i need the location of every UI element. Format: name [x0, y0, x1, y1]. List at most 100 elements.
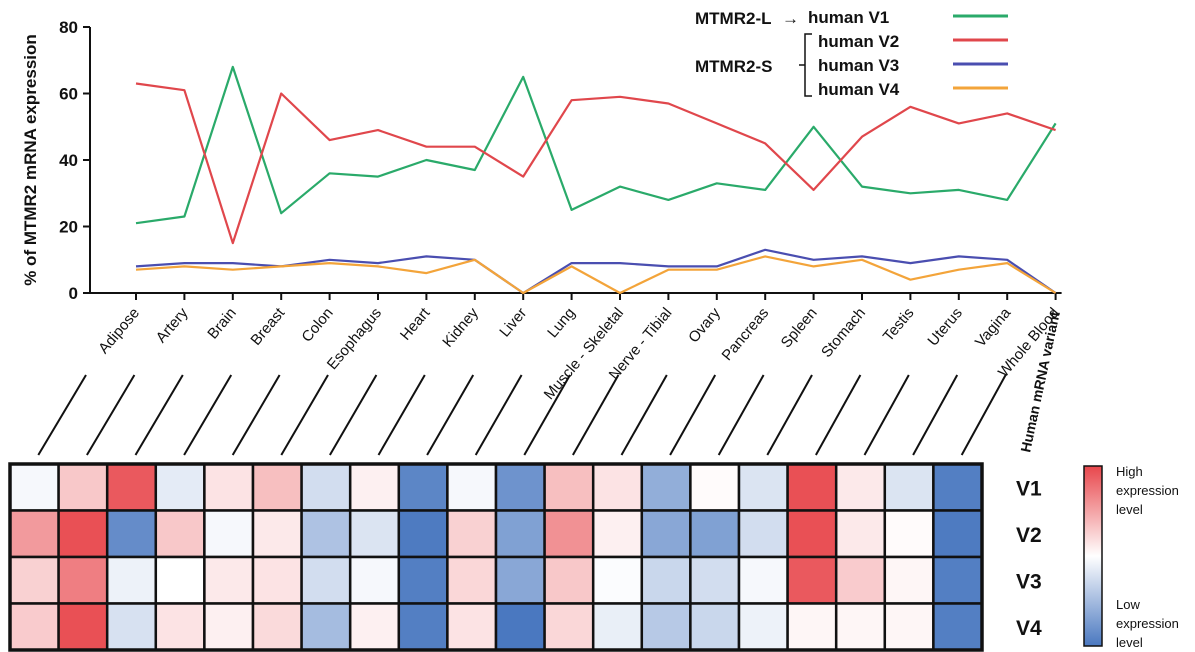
heatmap-cell — [300, 555, 352, 605]
heatmap-cell — [786, 602, 838, 652]
heatmap-cell — [543, 602, 595, 652]
label-connectors — [37, 374, 1007, 456]
colorbar-low-label: level — [1116, 635, 1143, 650]
heatmap-cell — [689, 555, 741, 605]
connector-line — [960, 374, 1007, 456]
heatmap-cell — [8, 555, 60, 605]
connector-line — [183, 374, 233, 456]
heatmap-row-label: V1 — [1016, 477, 1042, 500]
connector-line — [231, 374, 281, 456]
y-tick-label: 60 — [59, 85, 78, 104]
connector-line — [86, 374, 136, 456]
heatmap-cell — [591, 462, 644, 512]
heatmap-cell — [883, 555, 935, 605]
x-tick-label: Artery — [153, 304, 192, 346]
heatmap-cell — [300, 602, 352, 652]
heatmap-cell — [251, 509, 303, 559]
heatmap-cell — [786, 509, 838, 559]
heatmap-cell — [154, 602, 206, 652]
heatmap-cell — [689, 462, 741, 512]
heatmap-cell — [105, 462, 158, 512]
heatmap-cell — [689, 509, 741, 559]
connector-line — [134, 374, 184, 456]
heatmap-cell — [57, 462, 109, 512]
x-tick-label: Breast — [247, 304, 288, 349]
series-line-v4 — [135, 255, 1057, 295]
legend-group-short-label: MTMR2-S — [695, 57, 772, 76]
heatmap-cell — [446, 509, 498, 559]
heatmap-cell — [737, 602, 789, 652]
legend-bracket — [799, 33, 812, 97]
x-tick-label: Heart — [397, 304, 434, 344]
connector-line — [669, 374, 717, 456]
heatmap-cell — [57, 509, 109, 559]
y-axis-label: % of MTMR2 mRNA expression — [21, 34, 40, 286]
heatmap-cell — [105, 509, 158, 559]
heatmap-cell — [494, 462, 546, 512]
heatmap-cell — [203, 602, 255, 652]
heatmap-cell — [251, 555, 303, 605]
heatmap-cell — [591, 509, 644, 559]
legend-label-v3: human V3 — [818, 56, 899, 75]
x-tick-label: Colon — [298, 305, 336, 346]
heatmap-cell — [397, 555, 449, 605]
heatmap-cell — [251, 602, 303, 652]
heatmap-row-label: V3 — [1016, 570, 1042, 593]
heatmap-cell — [348, 602, 401, 652]
connector-line — [620, 374, 668, 456]
x-tick-label: Testis — [880, 305, 918, 345]
y-tick-label: 40 — [59, 151, 78, 170]
series-line-v3 — [135, 248, 1057, 295]
colorbar-high-label: High — [1116, 464, 1143, 479]
heatmap-cell — [834, 555, 887, 605]
heatmap-cell — [689, 602, 741, 652]
y-tick-label: 20 — [59, 218, 78, 237]
heatmap-cell — [543, 509, 595, 559]
heatmap-cell — [932, 462, 984, 512]
connector-line — [37, 374, 87, 456]
heatmap-cell — [154, 555, 206, 605]
heatmap-row-label: V2 — [1016, 524, 1042, 547]
heatmap-cell — [543, 462, 595, 512]
heatmap-cell — [348, 555, 401, 605]
legend-items: human V1 human V2 human V3 human V4 — [808, 8, 1008, 99]
connector-line — [572, 374, 620, 456]
heatmap-cell — [397, 602, 449, 652]
connector-line — [523, 374, 571, 456]
heatmap-cell — [300, 509, 352, 559]
heatmap-cell — [834, 462, 887, 512]
colorbar-low-label: expression — [1116, 616, 1179, 631]
heatmap-cell — [8, 602, 60, 652]
heatmap-cell — [348, 509, 401, 559]
legend-arrow: → — [782, 9, 799, 28]
heatmap-cell — [737, 555, 789, 605]
x-tick-label: Brain — [204, 305, 240, 343]
heatmap-cell — [494, 509, 546, 559]
heatmap-cell — [786, 462, 838, 512]
connector-line — [426, 374, 475, 456]
heatmap-cells — [8, 462, 984, 652]
heatmap-cell — [883, 509, 935, 559]
heatmap-cell — [203, 462, 255, 512]
colorbar-high-label: expression — [1116, 483, 1179, 498]
colorbar-labels: High expression level Low expression level — [1116, 464, 1179, 650]
heatmap-cell — [105, 555, 158, 605]
heatmap-cell — [154, 462, 206, 512]
heatmap-cell — [932, 509, 984, 559]
legend-label-v2: human V2 — [818, 32, 899, 51]
colorbar-gradient — [1083, 465, 1103, 647]
legend-label-v1: human V1 — [808, 8, 889, 27]
heatmap-cell — [446, 462, 498, 512]
legend-group-long-label: MTMR2-L — [695, 9, 771, 28]
heatmap-cell — [8, 509, 60, 559]
heatmap-cell — [494, 602, 546, 652]
heatmap-cell — [251, 462, 303, 512]
connector-line — [766, 374, 813, 456]
colorbar-high-label: level — [1116, 502, 1143, 517]
heatmap-cell — [203, 509, 255, 559]
heatmap-cell — [57, 602, 109, 652]
